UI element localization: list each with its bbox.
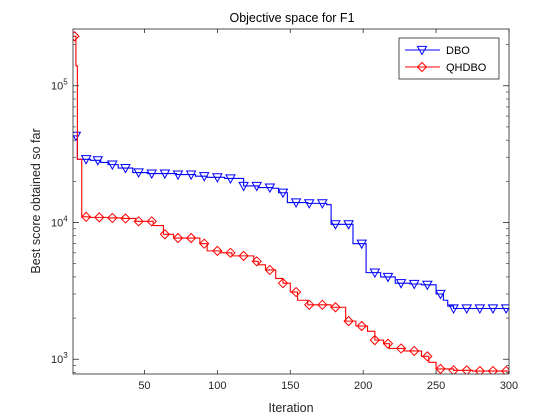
- plot-background: [73, 29, 509, 374]
- series-marker-dbo: [277, 188, 289, 199]
- series-marker-qhdbo: [80, 211, 92, 223]
- series-marker-dbo: [461, 304, 473, 315]
- series-marker-qhdbo: [185, 232, 197, 244]
- y-tick-label: 104: [51, 214, 68, 229]
- x-tick-label: 250: [427, 380, 445, 392]
- plot-area: [72, 28, 510, 375]
- series-marker-dbo: [133, 168, 144, 179]
- series-marker-qhdbo: [264, 264, 276, 276]
- series-marker-qhdbo: [251, 256, 262, 267]
- series-marker-dbo: [212, 173, 223, 183]
- legend-label: DBO: [446, 45, 470, 57]
- series-marker-qhdbo: [500, 365, 509, 374]
- x-axis-label: Iteration: [268, 401, 313, 415]
- series-marker-qhdbo: [435, 363, 446, 374]
- series-marker-qhdbo: [395, 343, 407, 354]
- series-marker-dbo: [474, 304, 486, 315]
- series-marker-dbo: [172, 170, 184, 181]
- x-axis: 50 100 150 200 250 300: [138, 29, 518, 392]
- series-marker-qhdbo: [120, 213, 131, 224]
- series-marker-dbo: [159, 169, 171, 180]
- series-marker-dbo: [448, 304, 459, 315]
- series-marker-qhdbo: [343, 315, 354, 327]
- series-marker-qhdbo: [382, 338, 394, 349]
- series-marker-qhdbo: [317, 299, 328, 311]
- series-marker-dbo: [120, 163, 131, 174]
- series-marker-dbo: [146, 169, 158, 180]
- legend-entry-dbo: DBO: [405, 45, 470, 57]
- series-marker-dbo: [330, 220, 341, 230]
- series-marker-dbo: [382, 272, 394, 283]
- chart-title: Objective space for F1: [229, 11, 354, 25]
- y-tick-label: 105: [51, 78, 68, 93]
- series-marker-dbo: [264, 183, 276, 194]
- y-axis-label: Best score obtained so far: [29, 128, 43, 273]
- series-marker-dbo: [343, 220, 354, 230]
- series-marker-dbo: [225, 174, 236, 184]
- series-marker-dbo: [92, 156, 104, 166]
- series-marker-dbo: [395, 279, 407, 289]
- series-marker-qhdbo: [107, 212, 118, 224]
- x-tick-label: 300: [500, 380, 518, 392]
- series-marker-qhdbo: [133, 216, 144, 227]
- series-marker-dbo: [238, 181, 249, 192]
- series-marker-qhdbo: [225, 247, 236, 259]
- series-marker-dbo: [107, 160, 118, 171]
- series-marker-qhdbo: [356, 320, 367, 332]
- series-marker-dbo: [185, 170, 197, 181]
- series-marker-qhdbo: [474, 365, 486, 374]
- series-marker-qhdbo: [146, 216, 157, 227]
- legend-marker: [416, 45, 428, 56]
- series-marker-qhdbo: [422, 351, 433, 362]
- legend-entry-qhdbo: QHDBO: [405, 61, 487, 74]
- series-marker-qhdbo: [369, 334, 381, 346]
- series-marker-qhdbo: [73, 31, 80, 42]
- legend-box: [398, 37, 500, 80]
- series-marker-qhdbo: [461, 365, 472, 374]
- series-marker-qhdbo: [212, 245, 223, 257]
- series-marker-qhdbo: [238, 250, 249, 262]
- series-line-qhdbo: [73, 35, 509, 373]
- series-layer: [73, 31, 509, 374]
- series-marker-dbo: [435, 289, 446, 300]
- legend-label: QHDBO: [446, 62, 487, 74]
- series-marker-qhdbo: [487, 365, 499, 374]
- x-tick-label: 200: [354, 380, 372, 392]
- x-tick-label: 100: [208, 380, 226, 392]
- series-marker-dbo: [303, 199, 315, 209]
- series-marker-qhdbo: [199, 238, 210, 249]
- x-tick-label: 150: [281, 380, 299, 392]
- series-marker-qhdbo: [330, 302, 341, 313]
- series-marker-qhdbo: [159, 229, 171, 240]
- series-marker-qhdbo: [448, 365, 459, 374]
- series-marker-qhdbo: [304, 299, 315, 311]
- series-marker-dbo: [369, 268, 381, 279]
- series-line-dbo: [73, 135, 509, 310]
- series-marker-dbo: [251, 181, 263, 192]
- legend-marker: [416, 61, 428, 73]
- series-marker-qhdbo: [94, 212, 105, 223]
- series-marker-dbo: [356, 239, 368, 250]
- series-marker-dbo: [408, 279, 420, 290]
- series-marker-dbo: [290, 198, 302, 209]
- x-tick-label: 50: [138, 380, 150, 392]
- series-marker-qhdbo: [172, 232, 184, 244]
- series-marker-dbo: [80, 155, 92, 165]
- series-marker-dbo: [198, 172, 210, 182]
- series-marker-dbo: [500, 304, 509, 315]
- series-marker-qhdbo: [277, 277, 289, 289]
- series-marker-dbo: [317, 199, 328, 209]
- series-marker-dbo: [421, 280, 433, 291]
- axes-box: [72, 28, 510, 375]
- series-marker-dbo: [73, 131, 82, 142]
- series-qhdbo: [73, 31, 509, 374]
- series-marker-qhdbo: [409, 345, 420, 357]
- series-marker-dbo: [487, 304, 499, 315]
- y-axis: 103 104 105: [51, 44, 509, 373]
- series-marker-qhdbo: [290, 286, 302, 298]
- series-dbo: [73, 131, 509, 315]
- legend: DBO QHDBO: [398, 37, 500, 80]
- y-tick-label: 103: [51, 351, 68, 366]
